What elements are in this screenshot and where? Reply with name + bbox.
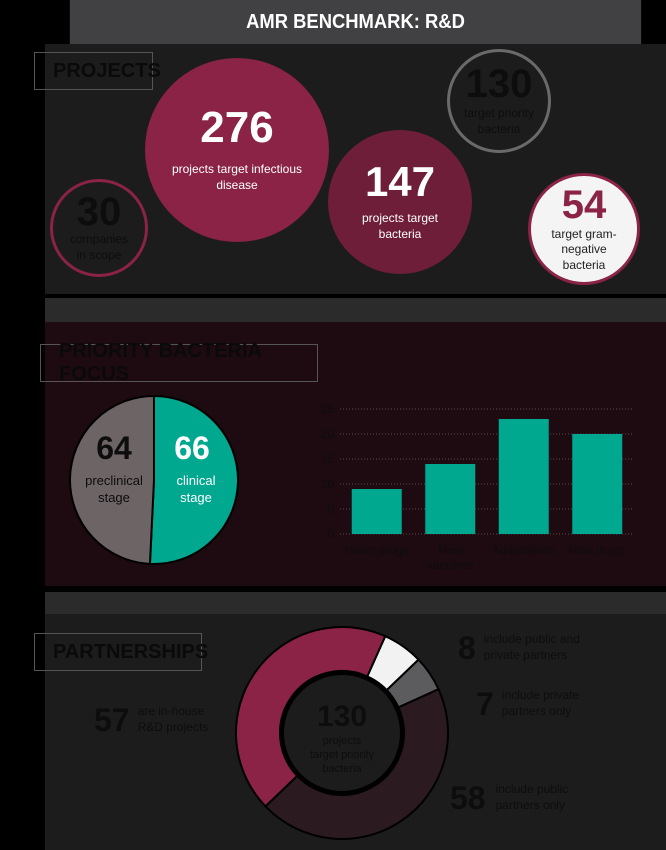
companies-value: 30 xyxy=(76,190,122,235)
donut-center-value: 130 xyxy=(317,700,367,733)
projects-label: PROJECTS xyxy=(34,52,161,90)
priority-text: target priority bacteria xyxy=(463,106,535,136)
bar-y-tick: 5 xyxy=(327,502,334,516)
divider-strip-2 xyxy=(45,592,666,614)
infectious-value: 276 xyxy=(200,103,274,153)
bar-novel-drugs xyxy=(351,489,402,534)
public-only-value: 58 xyxy=(450,780,486,816)
inhouse-value: 57 xyxy=(94,702,130,738)
clinical-text-2: stage xyxy=(180,490,212,505)
bacteria-bubble: 147 projects target bacteria xyxy=(328,130,472,274)
clinical-value: 66 xyxy=(174,430,210,466)
preclinical-value: 64 xyxy=(96,430,132,466)
companies-text: companies in scope xyxy=(69,232,129,262)
public-only-callout: 58 include public partners only xyxy=(450,782,578,814)
stage-pie-chart: 64 preclinical stage 66 clinical stage xyxy=(69,394,239,565)
donut-center-text-1: projects xyxy=(323,735,362,747)
donut-hole xyxy=(280,671,404,795)
public-private-callout: 8 include public and private partners xyxy=(458,632,594,664)
bar-category-label: vaccines xyxy=(427,558,474,572)
priority-bubble: 130 target priority bacteria xyxy=(447,49,551,153)
clinical-slice xyxy=(148,394,239,565)
priority-value: 130 xyxy=(465,62,533,107)
preclinical-text-1: preclinical xyxy=(85,473,143,488)
bar-category-label: New xyxy=(438,543,462,557)
partnership-donut-chart: 130 projects target priority bacteria xyxy=(235,626,449,840)
infectious-text: projects target infectious disease xyxy=(171,162,303,192)
bar-y-tick: 10 xyxy=(321,477,335,491)
partnerships-label: PARTNERSHIPS xyxy=(34,633,208,671)
bar-category-label: Adaptations xyxy=(492,543,555,557)
gramneg-value: 54 xyxy=(561,182,607,227)
public-private-value: 8 xyxy=(458,630,476,666)
companies-bubble: 30 companies in scope xyxy=(50,179,148,277)
inhouse-text: are in-house R&D projects xyxy=(137,704,209,734)
private-only-callout: 7 include private partners only xyxy=(476,688,594,720)
divider-strip xyxy=(45,298,666,322)
preclinical-text-2: stage xyxy=(98,490,130,505)
bar-adaptations xyxy=(498,419,549,534)
public-private-text: include public and private partners xyxy=(483,632,580,662)
preclinical-slice xyxy=(69,394,155,565)
bacteria-value: 147 xyxy=(364,158,436,206)
bar-y-tick: 0 xyxy=(327,527,334,541)
gramneg-text: target gram-negative bacteria xyxy=(551,226,617,272)
private-only-value: 7 xyxy=(476,686,494,722)
bar-category-label: New drugs xyxy=(569,543,626,557)
bar-new-vaccines xyxy=(425,464,476,534)
inhouse-callout: 57 are in-house R&D projects xyxy=(94,704,220,736)
bar-category-label: Novel drugs xyxy=(345,543,409,557)
priority-focus-label: PRIORITY BACTERIA FOCUS xyxy=(40,340,318,385)
public-only-text: include public partners only xyxy=(495,782,569,812)
donut-center-text-2: target priority xyxy=(310,749,375,761)
bar-new-drugs xyxy=(572,434,623,534)
page-title: AMR BENCHMARK: R&D xyxy=(69,0,642,44)
bar-y-tick: 15 xyxy=(321,452,335,466)
donut-center-text-3: bacteria xyxy=(322,763,362,775)
private-only-text: include private partners only xyxy=(501,688,580,718)
clinical-text-1: clinical xyxy=(176,473,215,488)
bacteria-text: projects target bacteria xyxy=(361,211,439,241)
bar-y-tick: 25 xyxy=(321,402,335,416)
gramneg-bubble: 54 target gram-negative bacteria xyxy=(528,173,640,285)
infectious-bubble: 276 projects target infectious disease xyxy=(145,58,329,242)
bar-y-tick: 20 xyxy=(321,427,335,441)
